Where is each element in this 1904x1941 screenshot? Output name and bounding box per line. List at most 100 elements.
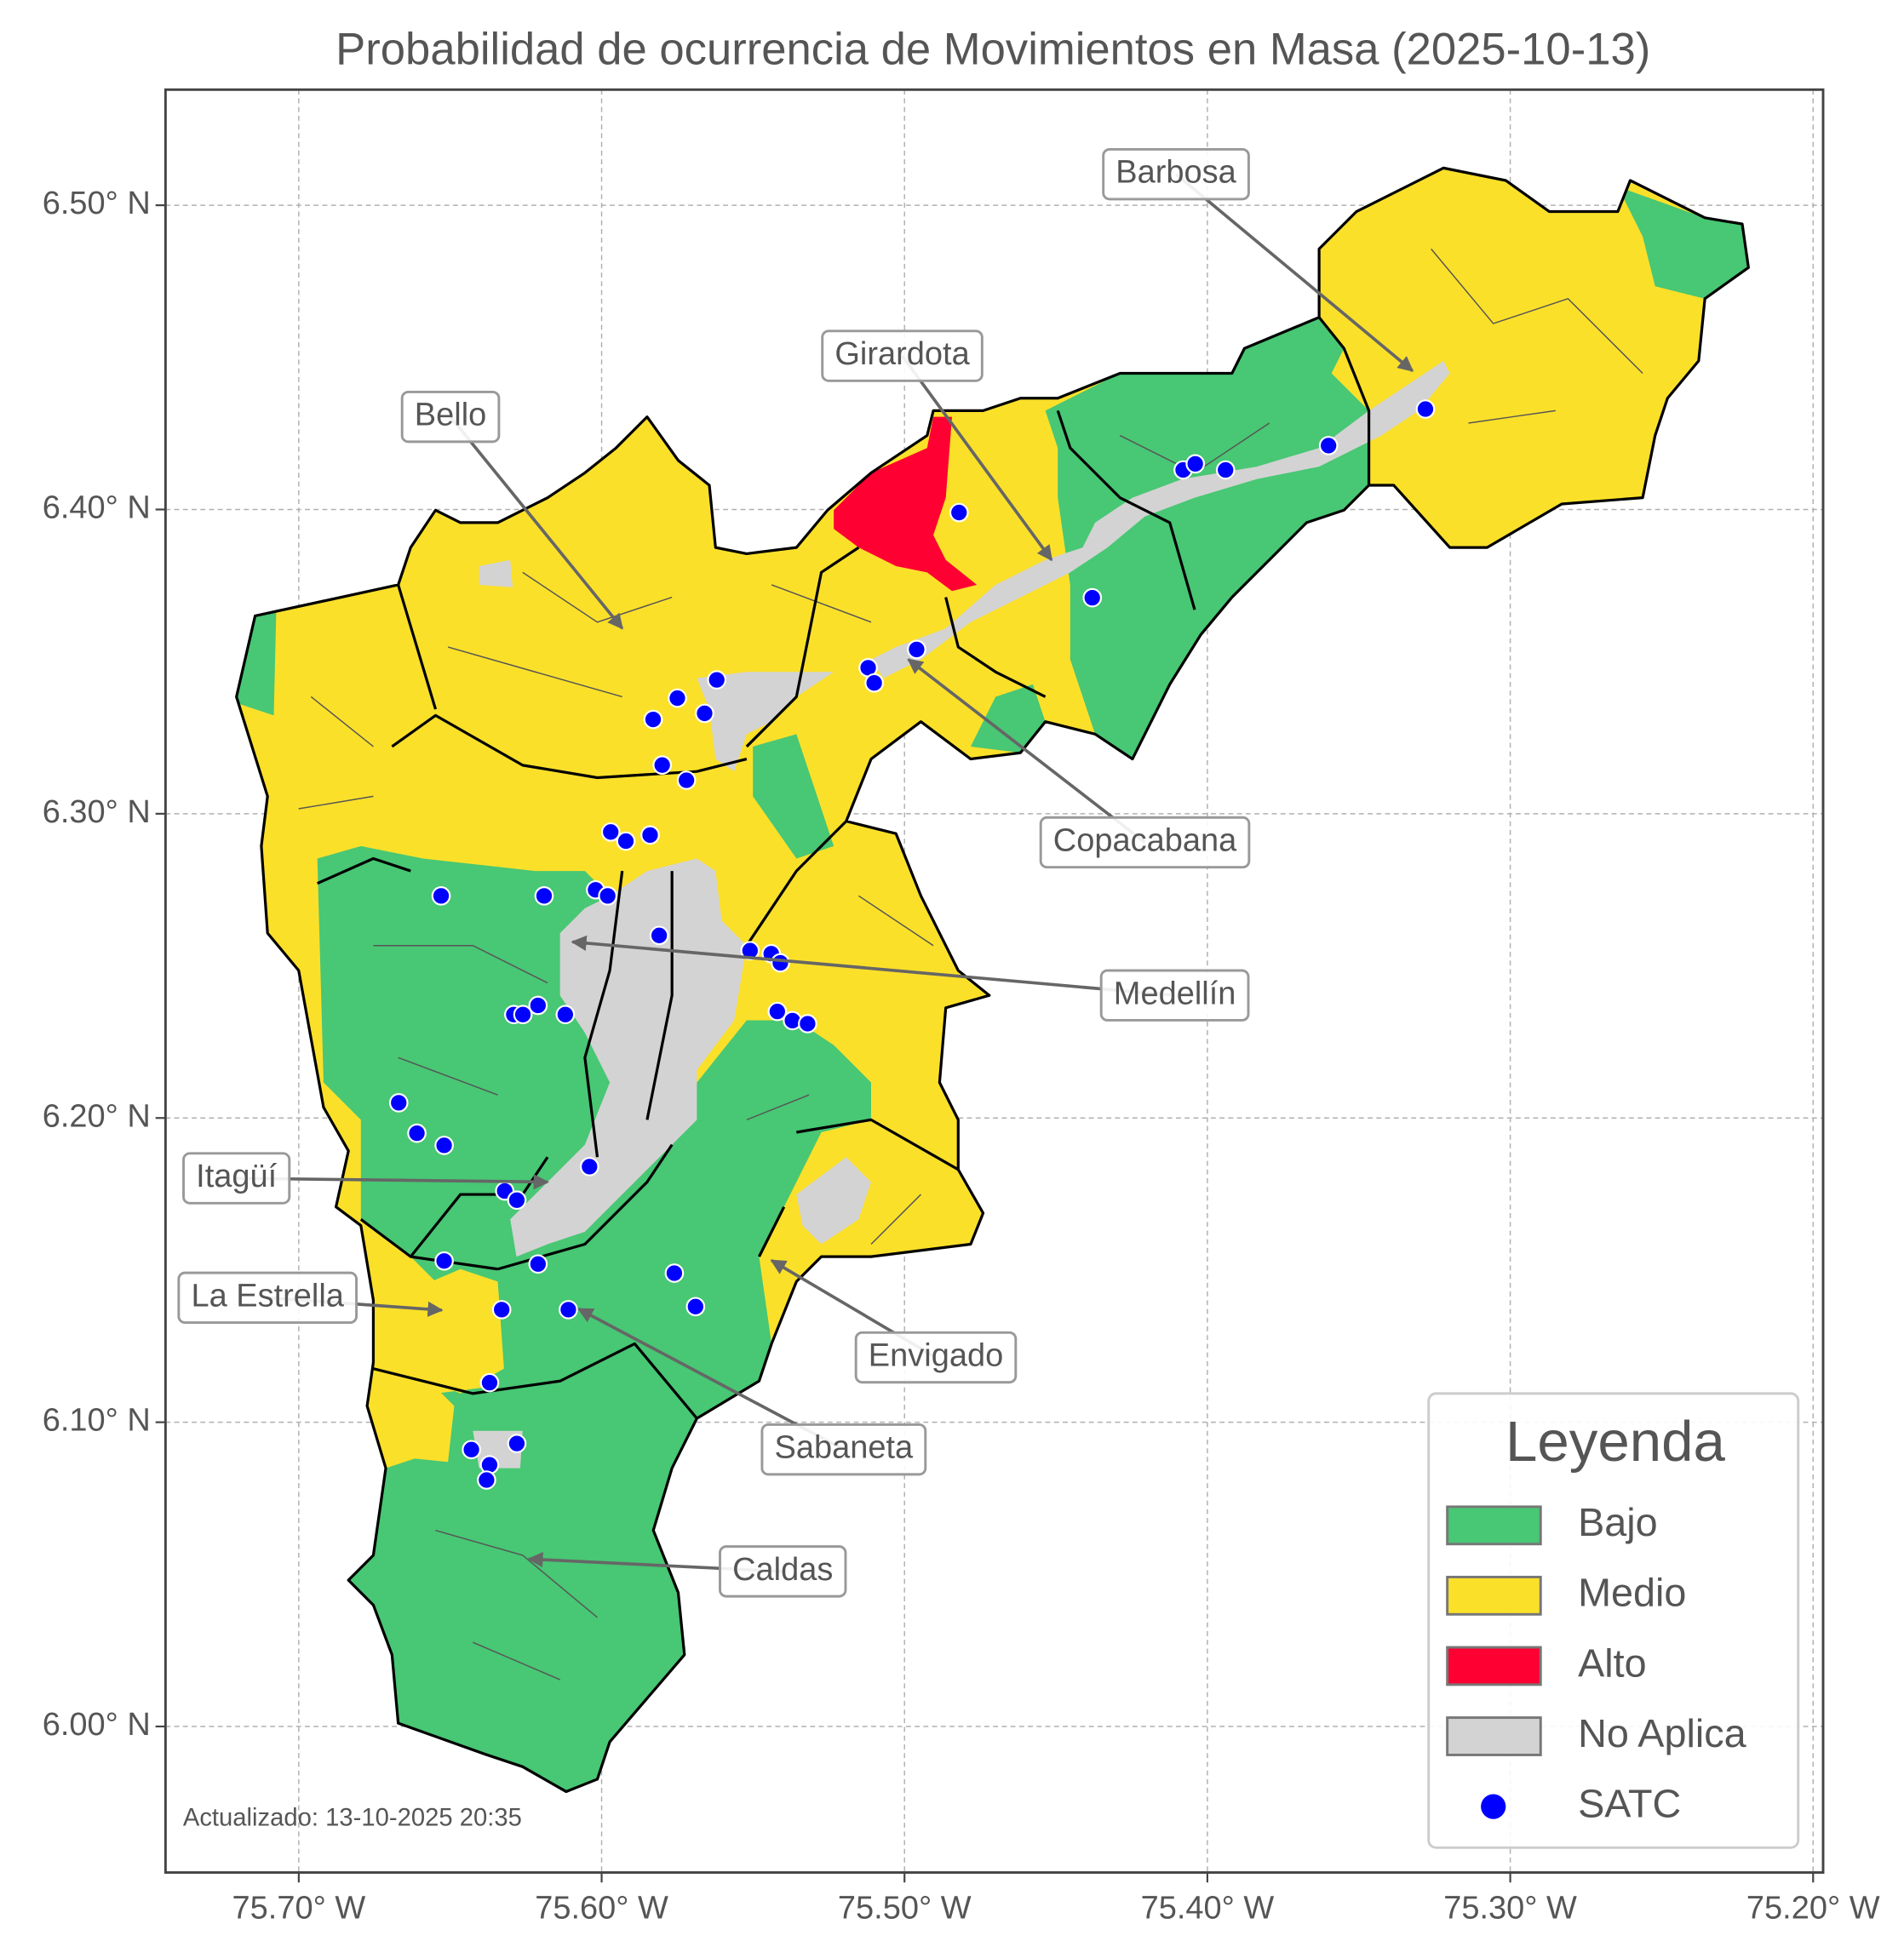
station [676,770,697,790]
legend: Leyenda Bajo Medio Alto No Aplica SATC [1427,1392,1800,1849]
station [579,1157,599,1177]
station [477,1470,496,1490]
stations [388,399,1436,1490]
annotation-arrow [907,658,1146,844]
legend-label: Alto [1578,1640,1647,1685]
map-title: Probabilidad de ocurrencia de Movimiento… [335,24,1650,74]
station [685,1297,706,1317]
y-tick-label: 6.20° N [43,1098,151,1134]
annotation-label: Itagüí [196,1159,277,1194]
annotation-box [182,1152,291,1205]
station [479,1372,500,1393]
y-tick-label: 6.10° N [43,1403,151,1439]
annotation-label: Girardota [834,336,970,372]
x-tick-label: 75.70° W [232,1890,366,1926]
annotation-label: Bello [415,398,486,433]
annotation-label: La Estrella [191,1278,344,1314]
station [907,639,926,660]
region-no-aplica [871,360,1450,678]
annotation-box [1099,969,1250,1022]
municipal-border [317,316,1371,1420]
y-tick-label: 6.40° N [43,490,151,526]
region-no-aplica [796,1157,872,1245]
annotation-label: Barbosa [1115,155,1236,191]
station [462,1440,481,1460]
annotation-label: Medellín [1114,976,1236,1011]
station [1185,454,1206,474]
annotation-label: Copacabana [1053,823,1237,859]
station [740,941,760,961]
region-outline [235,166,1750,1794]
legend-swatch [1446,1505,1542,1546]
station [431,886,451,906]
station [388,1093,409,1113]
station [407,1123,427,1143]
updated-note: Actualizado: 13-10-2025 20:35 [183,1804,522,1831]
region-medio [373,1268,504,1394]
axis-ticks: 75.70° W 75.60° W 75.50° W 75.40° W 75.30° W… [43,186,1880,1926]
station [664,1263,685,1283]
plot-frame [163,88,1825,1875]
station [695,703,714,724]
annotation-arrow [901,354,1053,562]
station [668,688,687,708]
legend-swatch [1446,1646,1542,1686]
station [798,1014,817,1033]
station [1082,587,1103,608]
station [767,1001,788,1022]
station [707,670,727,690]
station [600,822,621,842]
annotation-box [821,329,984,382]
region-alto [834,416,978,592]
annotation-arrow [571,935,1175,998]
x-tick-label: 75.20° W [1746,1890,1880,1926]
station [559,1300,578,1320]
station [513,1005,533,1025]
y-tick-label: 6.00° N [43,1707,151,1743]
legend-label: No Aplica [1578,1711,1746,1755]
station [643,709,663,730]
annotations: Barbosa Girardota Bello Copacabana Medellín I… [177,147,1414,1598]
annotation-box [719,1545,847,1598]
annotation-label: Caldas [732,1552,833,1588]
annotation-box [854,1331,1018,1384]
station [1318,436,1339,455]
station [598,886,617,906]
annotation-box [400,390,501,444]
station [771,953,790,973]
station [1415,399,1436,419]
annotation-label: Envigado [869,1338,1003,1374]
station [528,995,548,1016]
legend-label: Medio [1578,1571,1686,1615]
region-bajo [753,734,834,859]
region-no-aplica [510,858,747,1257]
station [507,1190,527,1211]
station [555,1005,576,1025]
region-bajo [1045,317,1369,759]
station [1215,460,1236,480]
annotation-box [1102,147,1250,201]
region-no-aplica [697,672,834,772]
station [640,825,660,845]
legend-swatch [1446,1575,1542,1616]
station [434,1136,454,1155]
station [507,1434,527,1453]
station [649,925,669,946]
station [864,673,884,693]
annotation-arrow [449,415,624,630]
x-tick-label: 75.50° W [838,1890,972,1926]
x-tick-label: 75.60° W [535,1890,668,1926]
region-medio [360,1362,455,1463]
x-tick-label: 75.40° W [1141,1890,1275,1926]
region-no-aplica [479,559,513,587]
legend-label: SATC [1578,1781,1681,1825]
legend-swatch [1446,1716,1542,1756]
station [434,1251,454,1271]
y-tick-label: 6.50° N [43,186,151,221]
legend-label: Bajo [1578,1500,1658,1544]
x-tick-label: 75.30° W [1443,1890,1577,1926]
annotation-box [760,1423,927,1476]
